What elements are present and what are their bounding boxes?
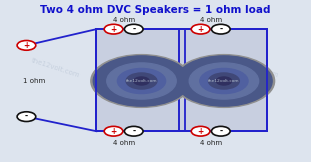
Circle shape	[216, 77, 232, 85]
Circle shape	[124, 24, 143, 34]
Text: 4 ohm: 4 ohm	[113, 139, 135, 146]
Circle shape	[191, 24, 210, 34]
Circle shape	[208, 73, 239, 89]
Text: 1 ohm: 1 ohm	[23, 78, 46, 84]
Circle shape	[176, 56, 272, 106]
Circle shape	[173, 55, 275, 107]
Text: -: -	[132, 25, 135, 34]
Text: +: +	[197, 127, 204, 136]
Text: the12volt.com: the12volt.com	[131, 57, 180, 79]
Text: +: +	[110, 127, 117, 136]
Circle shape	[211, 24, 230, 34]
Circle shape	[126, 73, 157, 89]
Bar	[96, 29, 185, 131]
Circle shape	[124, 126, 143, 136]
Text: 4 ohm: 4 ohm	[200, 139, 222, 146]
Circle shape	[104, 24, 123, 34]
Circle shape	[200, 68, 248, 94]
Circle shape	[91, 55, 192, 107]
Circle shape	[134, 77, 149, 85]
Text: -: -	[25, 112, 28, 121]
Text: 4 ohm: 4 ohm	[200, 17, 222, 23]
Text: -: -	[132, 127, 135, 136]
Circle shape	[93, 56, 190, 106]
Text: the12volt.com: the12volt.com	[230, 57, 280, 79]
Text: the12volt.com: the12volt.com	[31, 57, 81, 79]
Text: +: +	[23, 41, 30, 50]
Text: Two 4 ohm DVC Speakers = 1 ohm load: Two 4 ohm DVC Speakers = 1 ohm load	[40, 5, 271, 15]
Circle shape	[104, 126, 123, 136]
Text: -: -	[219, 25, 222, 34]
Circle shape	[189, 63, 259, 99]
Bar	[179, 29, 267, 131]
Text: the12volt.com: the12volt.com	[208, 79, 240, 83]
Circle shape	[118, 68, 165, 94]
Circle shape	[17, 40, 36, 50]
Circle shape	[191, 126, 210, 136]
Text: -: -	[219, 127, 222, 136]
Text: +: +	[110, 25, 117, 34]
Text: 4 ohm: 4 ohm	[113, 17, 135, 23]
Circle shape	[107, 63, 176, 99]
Circle shape	[17, 112, 36, 122]
Circle shape	[211, 126, 230, 136]
Text: +: +	[197, 25, 204, 34]
Text: the12volt.com: the12volt.com	[126, 79, 157, 83]
